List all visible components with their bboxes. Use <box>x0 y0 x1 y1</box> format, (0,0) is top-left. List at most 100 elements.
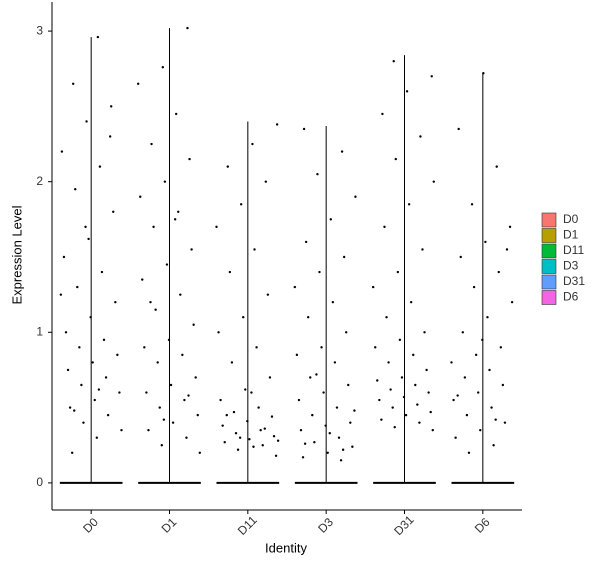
point <box>228 270 232 274</box>
point <box>70 451 74 454</box>
point <box>162 418 166 421</box>
point <box>432 180 435 183</box>
point <box>149 300 152 304</box>
point <box>454 436 457 439</box>
point <box>97 388 101 391</box>
point <box>192 323 195 326</box>
point <box>412 353 415 357</box>
point <box>385 316 388 319</box>
y-axis-title: Expression Level <box>9 205 24 304</box>
point <box>400 376 404 379</box>
point <box>66 368 70 372</box>
point <box>219 398 222 402</box>
y-tick-label: 2 <box>36 174 43 188</box>
point <box>470 203 474 206</box>
point <box>427 391 430 394</box>
point <box>171 421 175 424</box>
point <box>147 428 150 432</box>
point <box>160 444 163 447</box>
point <box>409 300 413 304</box>
point <box>248 438 251 441</box>
point <box>112 210 115 214</box>
point <box>276 439 280 442</box>
point <box>347 383 350 387</box>
point <box>239 203 243 206</box>
point <box>392 60 395 63</box>
point <box>484 240 487 244</box>
legend-key <box>541 228 557 243</box>
legend-key <box>541 274 557 290</box>
point <box>270 415 274 418</box>
point <box>328 431 331 435</box>
point <box>173 218 177 221</box>
point <box>246 419 249 423</box>
point <box>299 428 303 432</box>
point <box>351 445 354 448</box>
point <box>251 142 254 146</box>
point <box>136 82 140 85</box>
point <box>331 300 335 304</box>
point <box>161 66 165 69</box>
point <box>419 135 422 138</box>
point <box>479 428 482 432</box>
legend-key <box>541 259 557 274</box>
point <box>78 346 81 349</box>
x-tick-label: D1 <box>159 515 180 536</box>
point <box>139 195 142 198</box>
point <box>482 72 485 75</box>
point <box>165 263 169 266</box>
point <box>145 391 148 394</box>
point <box>73 409 76 412</box>
point <box>414 383 417 387</box>
point <box>177 210 180 214</box>
point <box>89 316 92 319</box>
point <box>64 331 68 334</box>
point <box>335 406 339 409</box>
point <box>488 368 491 372</box>
point <box>463 376 467 379</box>
point <box>318 270 321 274</box>
point <box>120 428 123 432</box>
x-tick-label: D3 <box>315 515 336 536</box>
point <box>152 225 155 229</box>
point <box>295 353 299 357</box>
point <box>508 225 512 229</box>
legend-key <box>541 243 557 259</box>
point <box>465 413 469 417</box>
point <box>150 142 153 146</box>
point <box>499 346 503 349</box>
point <box>93 398 96 402</box>
legend-label: D31 <box>563 274 585 288</box>
point <box>329 218 332 221</box>
point <box>163 180 167 183</box>
point <box>59 293 63 296</box>
point <box>472 285 476 289</box>
point <box>316 172 319 176</box>
point <box>333 361 337 364</box>
legend-label: D1 <box>563 228 579 242</box>
point <box>309 376 312 379</box>
x-tick-label: D31 <box>391 512 417 538</box>
point <box>87 237 90 241</box>
point <box>116 353 119 357</box>
point <box>391 406 394 409</box>
point <box>108 135 112 138</box>
point <box>430 75 433 78</box>
point <box>425 368 428 372</box>
point <box>167 338 171 342</box>
point <box>198 451 202 454</box>
point <box>71 82 75 85</box>
point <box>217 331 220 334</box>
point <box>238 436 242 439</box>
y-tick-label: 3 <box>36 23 43 37</box>
legend-key <box>541 290 557 305</box>
point <box>315 373 318 376</box>
point <box>450 361 453 364</box>
point <box>477 391 480 394</box>
point <box>174 112 178 116</box>
point <box>225 413 228 417</box>
point <box>302 127 306 131</box>
point <box>429 410 432 414</box>
point <box>98 165 102 168</box>
point <box>311 413 314 417</box>
